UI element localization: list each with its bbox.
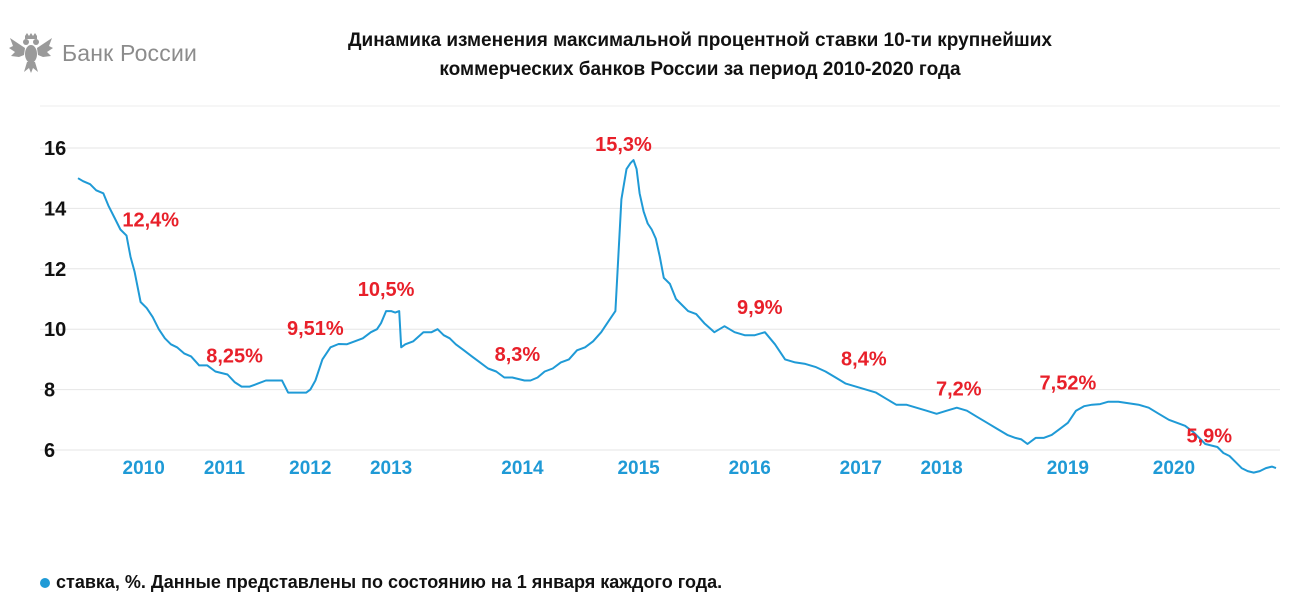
year-label: 2010 xyxy=(123,458,165,479)
chart-title-line1: Динамика изменения максимальной процентн… xyxy=(347,30,1052,51)
year-label: 2014 xyxy=(501,458,544,479)
rate-annotation: 9,9% xyxy=(737,297,783,319)
rate-annotation: 8,4% xyxy=(841,348,887,370)
logo: Банк России xyxy=(8,32,197,74)
rate-annotation: 5,9% xyxy=(1186,425,1232,447)
rate-annotation: 12,4% xyxy=(122,210,179,232)
year-label: 2012 xyxy=(289,458,331,479)
double-headed-eagle-icon xyxy=(9,33,53,73)
legend-text: ставка, %. Данные представлены по состоя… xyxy=(56,572,723,592)
y-tick-label: 6 xyxy=(44,440,55,462)
year-label: 2017 xyxy=(840,458,882,479)
rate-annotation: 8,3% xyxy=(495,344,541,366)
logo-text: Банк России xyxy=(62,39,198,66)
year-label: 2018 xyxy=(920,458,962,479)
year-label: 2016 xyxy=(729,458,771,479)
rate-annotation: 7,52% xyxy=(1040,373,1097,395)
chart-title-line2: коммерческих банков России за период 201… xyxy=(439,59,961,80)
year-label: 2011 xyxy=(204,458,246,479)
rate-series-line xyxy=(77,159,1277,474)
legend-marker xyxy=(40,577,50,588)
rate-annotation: 15,3% xyxy=(595,134,652,156)
y-tick-label: 8 xyxy=(44,380,55,402)
chart-title: Динамика изменения максимальной процентн… xyxy=(260,26,1140,84)
legend: ставка, %. Данные представлены по состоя… xyxy=(40,572,722,593)
rate-annotation: 9,51% xyxy=(287,318,344,340)
year-label: 2019 xyxy=(1047,458,1089,479)
rate-line-chart: 6 8 10 12 14 16 2010 2011 2012 2013 2014 2015 2016 20… xyxy=(40,105,1280,479)
rate-annotation: 10,5% xyxy=(358,279,415,301)
rate-annotation: 7,2% xyxy=(936,379,982,401)
y-tick-label: 14 xyxy=(44,198,67,220)
year-label: 2013 xyxy=(370,458,412,479)
rate-annotation: 8,25% xyxy=(206,345,263,367)
year-label: 2020 xyxy=(1153,458,1195,479)
y-tick-label: 12 xyxy=(44,259,66,281)
y-tick-label: 10 xyxy=(44,319,66,341)
year-label: 2015 xyxy=(617,458,660,479)
y-tick-label: 16 xyxy=(44,138,66,160)
